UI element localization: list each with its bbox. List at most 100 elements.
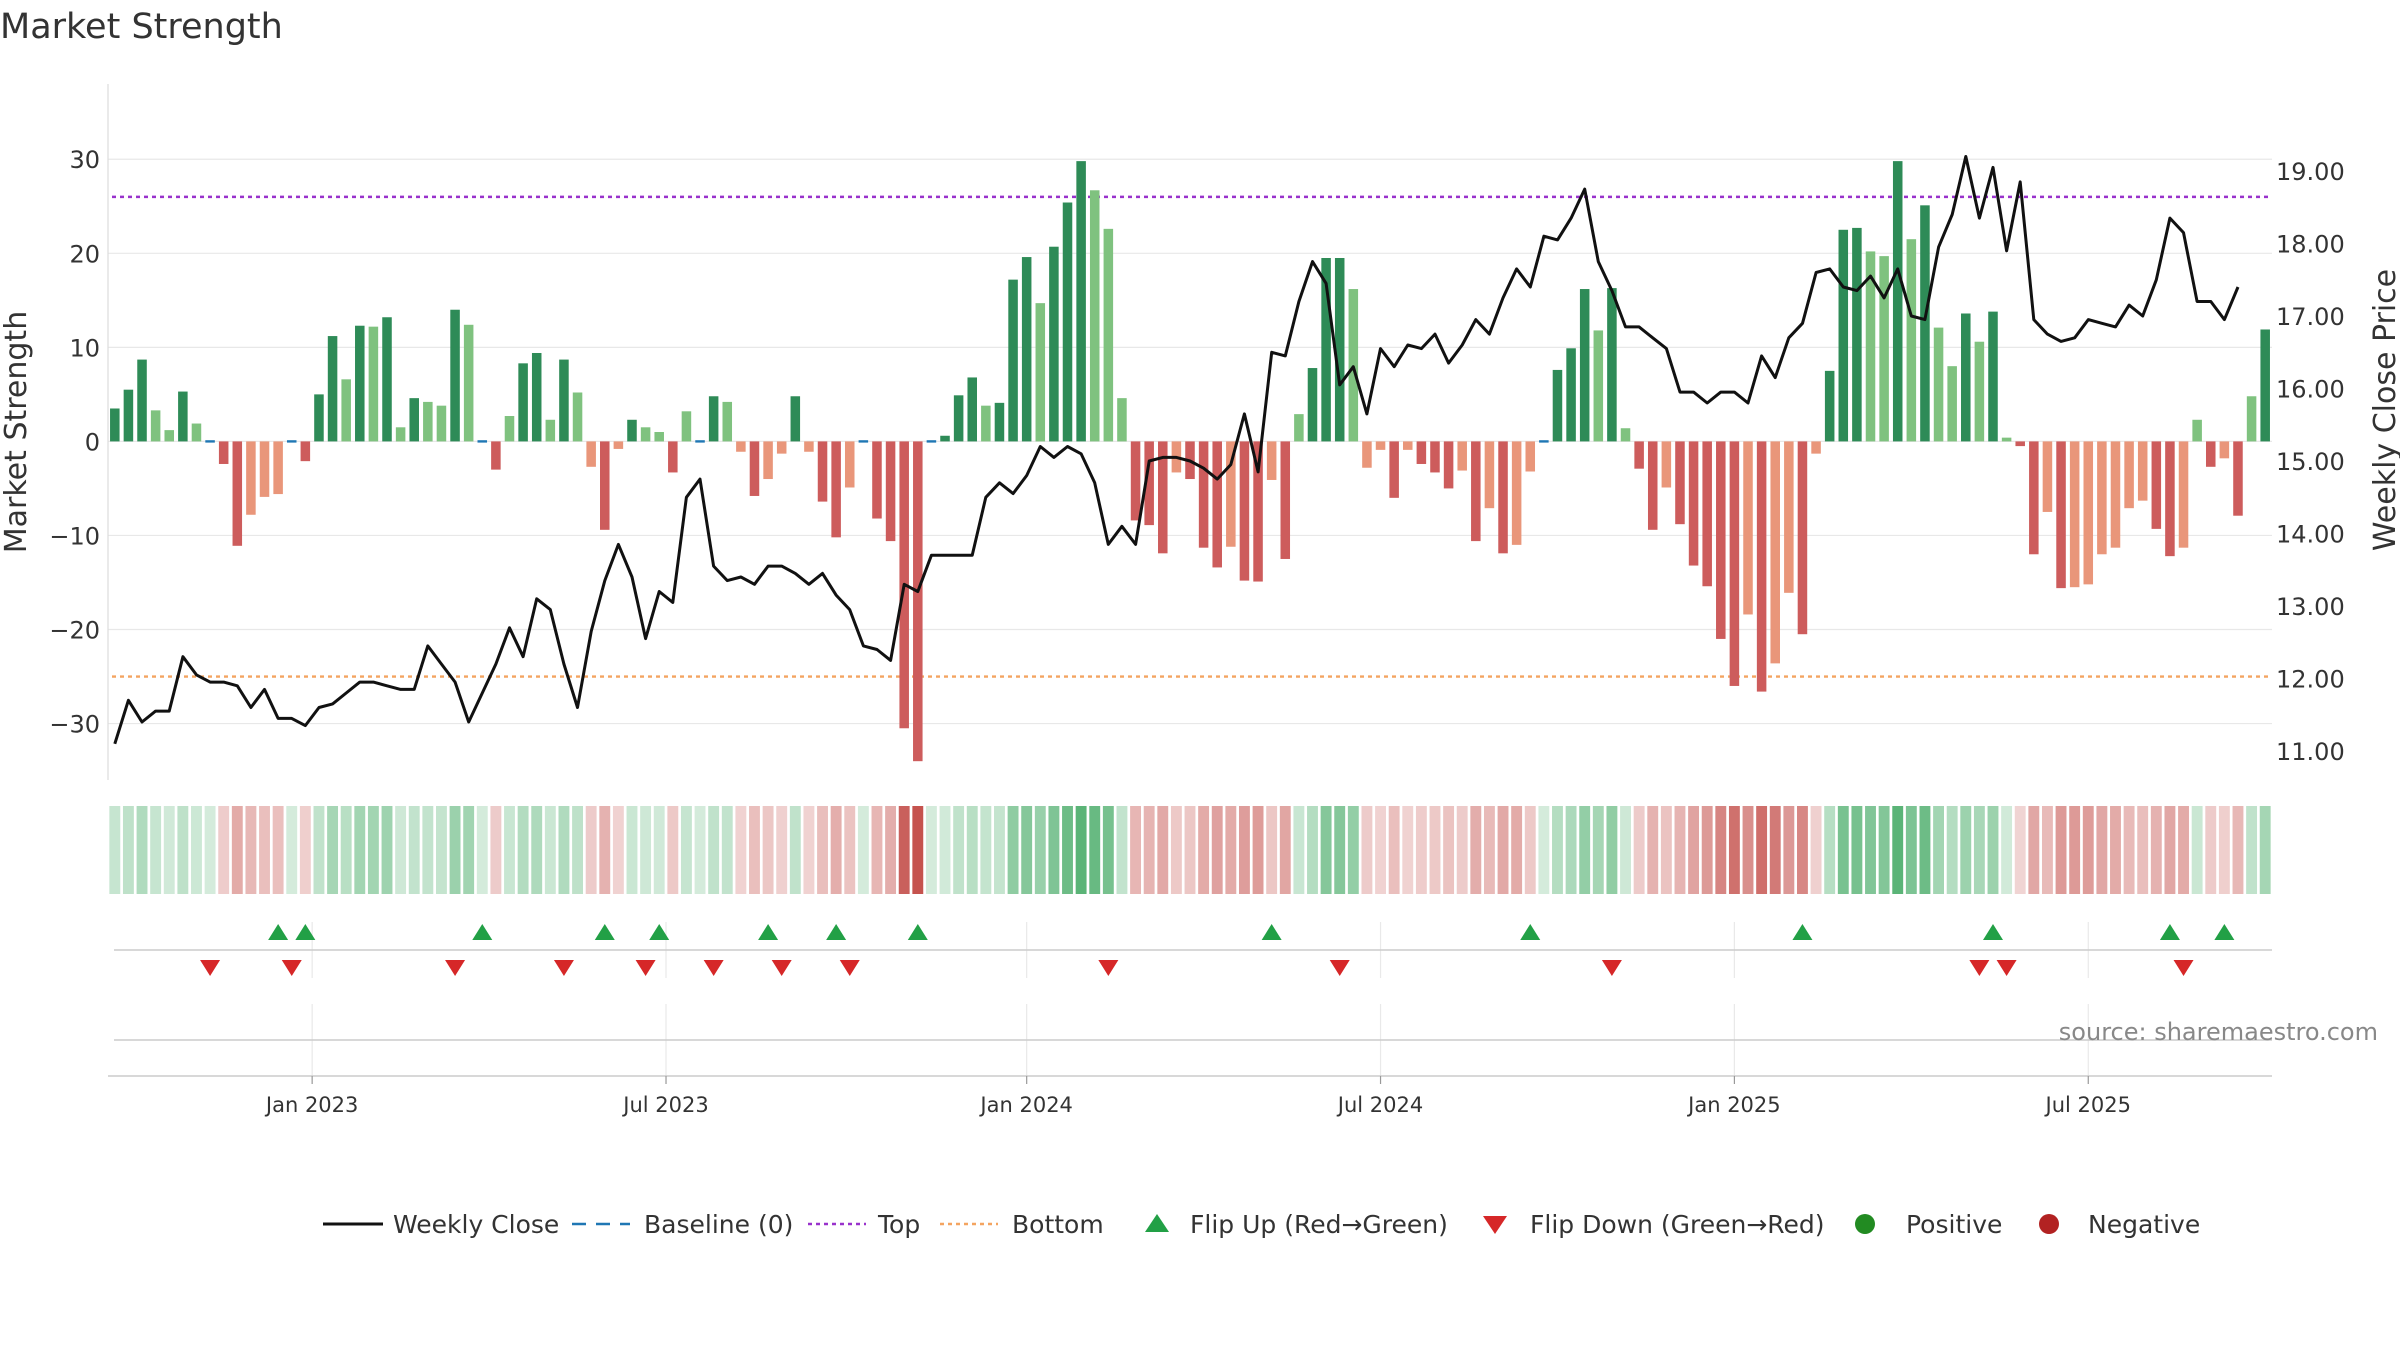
strength-bar xyxy=(817,441,828,502)
heat-cell xyxy=(2150,806,2162,894)
legend: Weekly Close Baseline (0) Top Bottom Flip Up… xyxy=(323,1210,2200,1239)
right-tick-label: 11.00 xyxy=(2276,738,2345,766)
strength-bar xyxy=(1511,441,1522,545)
heat-cell xyxy=(1933,806,1944,894)
flip-down-marker xyxy=(2173,960,2194,976)
strength-bar xyxy=(940,435,950,442)
strength-bar xyxy=(1661,441,1672,488)
heat-cell xyxy=(1538,806,1550,894)
strength-bar xyxy=(559,359,569,442)
heat-cell xyxy=(762,806,774,894)
heat-cell xyxy=(1946,806,1958,894)
heat-cell xyxy=(1973,806,1985,894)
heat-cell xyxy=(313,806,325,894)
right-tick-label: 12.00 xyxy=(2276,666,2345,694)
strength-bar xyxy=(382,317,392,442)
strength-bar xyxy=(913,441,923,762)
heat-cell xyxy=(735,806,747,894)
right-tick-label: 16.00 xyxy=(2276,376,2345,404)
heat-cell xyxy=(1102,806,1114,894)
strength-bar xyxy=(1892,161,1903,442)
heat-cell xyxy=(1715,806,1727,894)
heat-cell xyxy=(1688,806,1700,894)
heat-cell xyxy=(925,806,937,894)
flip-up-marker xyxy=(295,924,316,940)
heat-cell xyxy=(1252,806,1264,894)
heat-cell xyxy=(150,806,162,894)
heat-cell xyxy=(912,806,924,894)
legend-item: Positive xyxy=(1855,1210,2002,1239)
strength-bar xyxy=(994,402,1005,442)
flip-down-marker xyxy=(839,960,860,976)
strength-bar xyxy=(572,392,583,442)
x-tick-label: Jan 2023 xyxy=(264,1093,359,1117)
heat-cell xyxy=(109,806,121,894)
strength-bar xyxy=(953,395,964,442)
strength-bar xyxy=(885,441,896,542)
heat-cell xyxy=(1415,806,1427,894)
heat-cell xyxy=(1443,806,1455,894)
flip-up-marker xyxy=(472,924,493,940)
strength-bar xyxy=(395,427,406,442)
heat-cell xyxy=(612,806,624,894)
heat-cell xyxy=(803,806,815,894)
legend-item: Top xyxy=(808,1210,920,1239)
strength-bar xyxy=(2246,396,2257,442)
x-tick-label: Jul 2024 xyxy=(1336,1093,1423,1117)
strength-bar xyxy=(763,441,773,480)
heat-cell xyxy=(2259,806,2271,894)
strength-bar xyxy=(1430,441,1440,473)
heat-cell xyxy=(1198,806,1210,894)
heat-cell xyxy=(2001,806,2013,894)
legend-item: Baseline (0) xyxy=(572,1210,793,1239)
heat-cell xyxy=(1320,806,1332,894)
strength-bar xyxy=(1974,341,1985,442)
heat-cell xyxy=(463,806,475,894)
heat-cell xyxy=(1211,806,1223,894)
strength-bar xyxy=(1158,441,1168,554)
heat-cell xyxy=(1565,806,1577,894)
right-tick-label: 19.00 xyxy=(2276,158,2345,186)
strength-bar xyxy=(1947,366,1957,442)
strength-bar xyxy=(1457,441,1467,471)
strength-bar xyxy=(1729,441,1740,686)
strength-bar xyxy=(1906,239,1917,442)
heat-cell xyxy=(1647,806,1659,894)
heat-cell xyxy=(1402,806,1414,894)
heat-cell xyxy=(1579,806,1591,894)
strength-bar xyxy=(1144,441,1154,526)
flip-up-marker xyxy=(594,924,615,940)
strength-bar xyxy=(2219,441,2230,459)
right-tick-label: 14.00 xyxy=(2276,521,2345,549)
heat-cell xyxy=(272,806,284,894)
heat-cell xyxy=(1062,806,1073,894)
right-axis-label: Weekly Close Price xyxy=(2368,269,2400,551)
strength-bar xyxy=(2124,441,2134,509)
strength-bar xyxy=(844,441,855,488)
heat-cell xyxy=(517,806,529,894)
heat-cell xyxy=(994,806,1005,894)
x-tick-label: Jan 2025 xyxy=(1686,1093,1781,1117)
heat-cell xyxy=(1674,806,1686,894)
heat-cell xyxy=(2178,806,2189,894)
strength-bar xyxy=(273,441,283,495)
flip-down-marker xyxy=(445,960,466,976)
heat-cell xyxy=(1592,806,1604,894)
strength-bar xyxy=(123,389,134,442)
strength-bar xyxy=(246,441,256,515)
heat-cell xyxy=(558,806,570,894)
right-tick-label: 18.00 xyxy=(2276,231,2345,259)
heat-cell xyxy=(1470,806,1482,894)
strength-bar xyxy=(1579,289,1590,442)
heat-cell xyxy=(2055,806,2067,894)
heat-cell xyxy=(667,806,679,894)
legend-item: Bottom xyxy=(940,1210,1104,1239)
heat-cell xyxy=(1170,806,1182,894)
strength-bar xyxy=(545,419,556,442)
strength-bar xyxy=(1076,161,1086,442)
left-tick-label: 20 xyxy=(69,240,100,268)
heat-cell xyxy=(1769,806,1781,894)
flip-up-marker xyxy=(649,924,670,940)
strength-bar xyxy=(1865,251,1876,442)
